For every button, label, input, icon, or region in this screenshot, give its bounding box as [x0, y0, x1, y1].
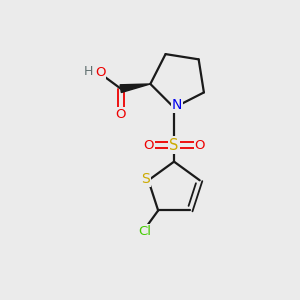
Text: O: O	[95, 66, 105, 79]
Text: H: H	[83, 65, 93, 78]
Text: Cl: Cl	[138, 225, 152, 238]
Text: S: S	[142, 172, 150, 186]
Text: O: O	[195, 139, 205, 152]
Text: O: O	[116, 108, 126, 121]
Text: O: O	[143, 139, 154, 152]
Text: S: S	[169, 138, 179, 153]
Polygon shape	[120, 84, 150, 92]
Text: N: N	[172, 98, 182, 112]
